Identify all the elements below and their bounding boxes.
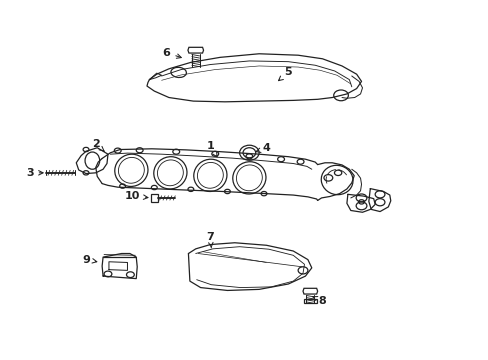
Text: 6: 6 (162, 48, 181, 58)
Text: 5: 5 (278, 67, 292, 81)
Text: 8: 8 (312, 296, 325, 306)
Text: 3: 3 (26, 168, 43, 178)
Text: 7: 7 (206, 232, 214, 248)
Text: 2: 2 (92, 139, 104, 152)
Text: 9: 9 (82, 255, 97, 265)
Text: 10: 10 (124, 191, 148, 201)
Text: 4: 4 (256, 143, 270, 153)
Text: 1: 1 (206, 141, 217, 157)
